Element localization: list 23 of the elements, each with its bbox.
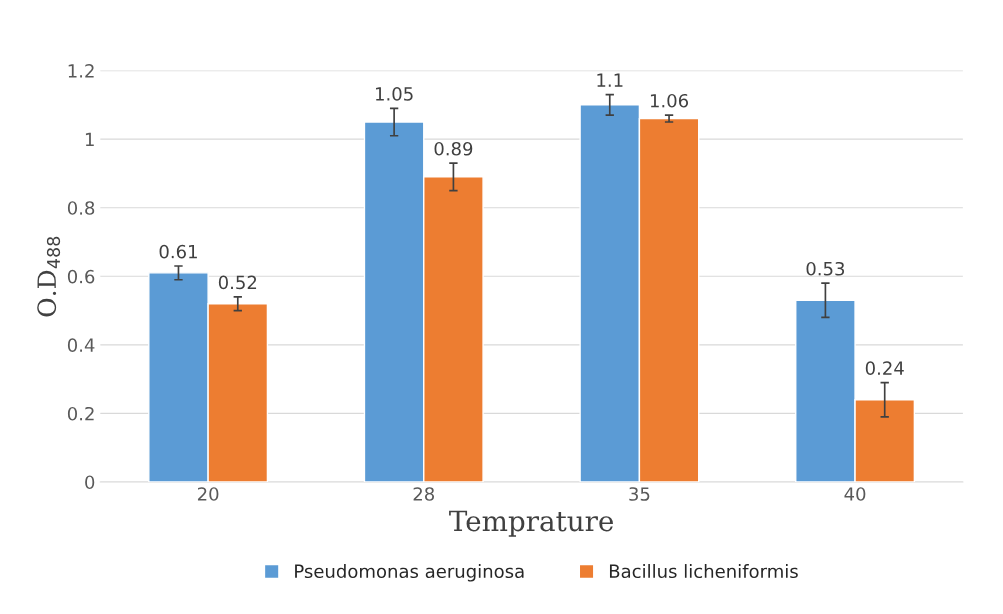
- data-label: 0.53: [806, 261, 845, 276]
- x-axis-title: Temprature: [449, 510, 613, 537]
- y-tick-label: 0.4: [67, 338, 95, 352]
- data-label: 1.06: [650, 93, 689, 108]
- x-tick-label: 35: [629, 487, 650, 501]
- x-tick-label: 40: [844, 487, 866, 501]
- data-label: 1.05: [376, 87, 413, 101]
- legend-label: Pseudomonas aeruginosa: [295, 564, 524, 582]
- data-label: 0.24: [865, 361, 904, 375]
- y-tick-label: 0.6: [67, 269, 95, 284]
- data-label: 0.89: [434, 141, 473, 156]
- y-tick-label: 0.8: [67, 201, 95, 215]
- x-tick-label: 28: [413, 487, 435, 501]
- y-tick-label: 0.2: [67, 406, 94, 421]
- y-tick-label: 1: [85, 132, 94, 147]
- y-tick-label: 1.2: [68, 64, 94, 78]
- data-label: 0.52: [218, 275, 257, 290]
- data-label: 0.61: [159, 244, 197, 259]
- y-axis-title: O.D$_{488}$: [37, 236, 61, 317]
- y-tick-label: 0: [85, 475, 95, 490]
- x-tick-label: 20: [197, 487, 219, 501]
- legend-label: Bacillus licheniformis: [609, 564, 798, 579]
- data-label: 1.1: [597, 73, 623, 87]
